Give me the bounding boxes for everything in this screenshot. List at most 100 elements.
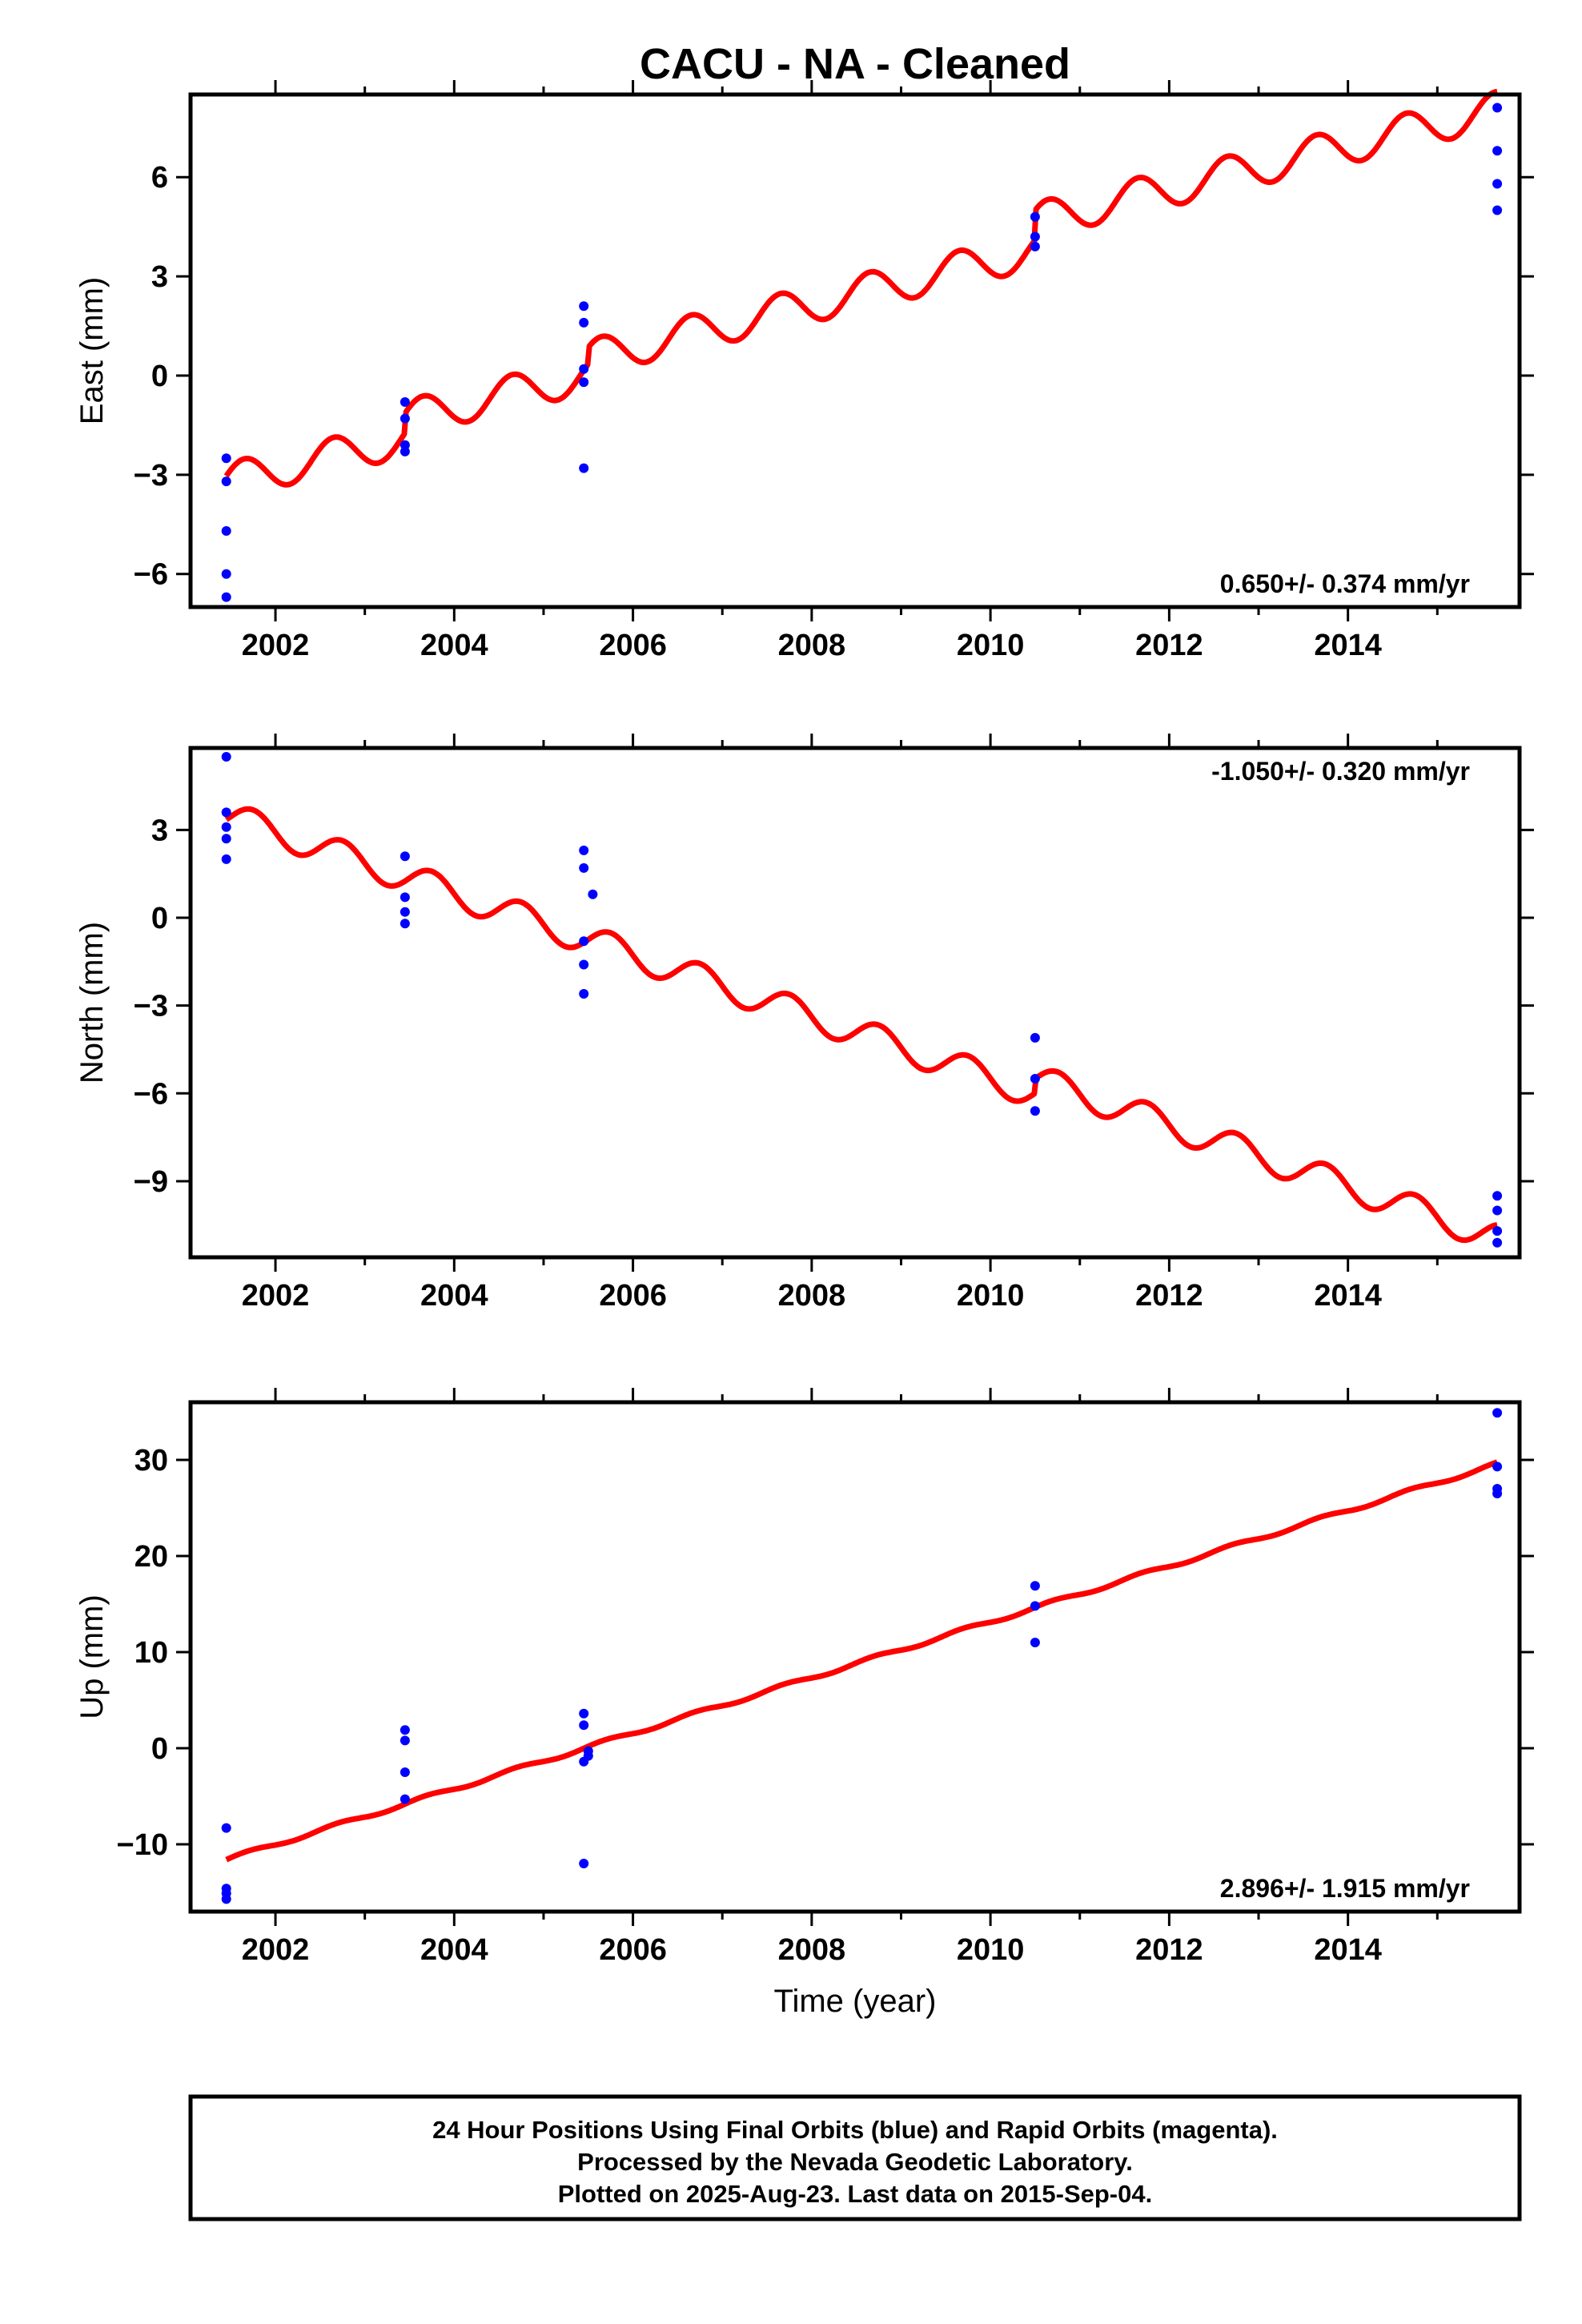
footer-box: 24 Hour Positions Using Final Orbits (bl… (188, 2094, 1522, 2221)
up-data-point (400, 1794, 410, 1804)
y-tick-label: 3 (151, 260, 168, 294)
east-data-point (1030, 241, 1040, 251)
east-data-point (400, 446, 410, 456)
footer-line-1: 24 Hour Positions Using Final Orbits (bl… (432, 2116, 1278, 2144)
up-data-point (400, 1725, 410, 1735)
east-data-point (221, 592, 231, 602)
east-data-point (221, 476, 231, 487)
x-tick-label: 2010 (957, 629, 1025, 662)
x-tick-label: 2006 (599, 1279, 667, 1313)
east-y-axis-label: East (mm) (74, 277, 110, 424)
north-data-point (221, 854, 231, 864)
east-data-point (221, 453, 231, 464)
x-tick-label: 2012 (1135, 629, 1203, 662)
x-tick-label: 2010 (957, 1933, 1025, 1967)
east-data-point (1030, 211, 1040, 222)
y-tick-label: 6 (151, 161, 168, 195)
x-tick-label: 2014 (1314, 1933, 1382, 1967)
y-tick-label: 0 (151, 902, 168, 935)
north-data-point (579, 959, 589, 970)
north-data-point (579, 845, 589, 855)
north-data-point (400, 851, 410, 862)
y-tick-label: 10 (135, 1636, 168, 1670)
up-data-point (1492, 1462, 1503, 1472)
up-panel: 2002 2004 2006 2008 2010 2012 2014 −10 0 10 20 30 Up… (74, 1388, 1534, 1967)
north-data-point (400, 919, 410, 929)
east-data-point (1492, 146, 1503, 156)
y-tick-label: −6 (134, 1077, 168, 1111)
east-plot-frame (188, 92, 1522, 609)
up-model-line (225, 1459, 1499, 1863)
east-data-point (1492, 179, 1503, 189)
north-plot-frame (188, 746, 1522, 1260)
north-data-point (1492, 1226, 1503, 1236)
up-data-point (1030, 1638, 1040, 1647)
east-data-point (221, 526, 231, 536)
east-data-point (1492, 205, 1503, 215)
north-data-point (221, 822, 231, 832)
x-tick-label: 2002 (242, 1933, 310, 1967)
y-tick-label: −3 (134, 990, 168, 1023)
x-tick-label: 2006 (599, 1933, 667, 1967)
y-tick-label: 0 (151, 1732, 168, 1766)
east-data-point (400, 413, 410, 424)
east-data-point (400, 397, 410, 407)
footer-line-2: Processed by the Nevada Geodetic Laborat… (577, 2148, 1133, 2176)
north-data-point (221, 752, 231, 762)
east-data-point (579, 364, 589, 374)
east-data-point (579, 377, 589, 388)
up-data-point (1030, 1581, 1040, 1591)
north-data-point (400, 892, 410, 903)
north-data-point (1030, 1032, 1040, 1043)
east-data-point (1030, 231, 1040, 242)
north-y-axis-label: North (mm) (74, 922, 110, 1084)
footer-line-3: Plotted on 2025-Aug-23. Last data on 201… (558, 2180, 1152, 2208)
north-data-point (1030, 1074, 1040, 1084)
north-data-point (1492, 1205, 1503, 1216)
up-data-point (1492, 1408, 1503, 1418)
up-rate-label: 2.896+/- 1.915 mm/yr (1220, 1874, 1470, 1903)
north-data-point (1030, 1106, 1040, 1116)
y-tick-label: −3 (134, 459, 168, 493)
up-data-point (579, 1756, 589, 1767)
up-data-point (400, 1735, 410, 1746)
x-tick-label: 2002 (242, 1279, 310, 1313)
x-tick-label: 2008 (778, 1933, 846, 1967)
north-data-point (400, 907, 410, 917)
up-data-point (579, 1859, 589, 1868)
north-data-point (1492, 1191, 1503, 1201)
y-tick-label: −9 (134, 1165, 168, 1199)
up-data-point (1030, 1601, 1040, 1611)
up-data-point (579, 1708, 589, 1719)
east-data-point (579, 301, 589, 312)
east-data-point (1492, 103, 1503, 113)
north-data-point (579, 936, 589, 947)
north-model-line (224, 806, 1499, 1244)
east-model-line (223, 88, 1499, 488)
east-panel: 2002 2004 2006 2008 2010 2012 2014 −6 −3 0 3 6 East … (74, 80, 1534, 662)
north-data-point (221, 834, 231, 844)
y-tick-label: −10 (117, 1828, 168, 1862)
up-y-axis-label: Up (mm) (74, 1594, 110, 1719)
east-data-point (400, 440, 410, 450)
x-tick-label: 2004 (420, 1933, 488, 1967)
y-tick-label: 0 (151, 360, 168, 393)
x-axis-label: Time (year) (774, 1984, 937, 2019)
north-data-point (579, 862, 589, 873)
up-data-point (221, 1823, 231, 1833)
x-tick-label: 2002 (242, 629, 310, 662)
up-plot-frame (188, 1400, 1522, 1914)
north-data-point (588, 889, 598, 899)
x-tick-label: 2008 (778, 629, 846, 662)
up-data-point (1492, 1489, 1503, 1498)
east-data-point (221, 569, 231, 579)
x-tick-label: 2014 (1314, 1279, 1382, 1313)
y-tick-label: 30 (135, 1444, 168, 1478)
x-tick-label: 2014 (1314, 629, 1382, 662)
up-data-point (221, 1894, 231, 1904)
x-tick-label: 2004 (420, 629, 488, 662)
north-data-point (221, 807, 231, 818)
north-data-point (579, 989, 589, 999)
east-rate-label: 0.650+/- 0.374 mm/yr (1220, 569, 1470, 598)
